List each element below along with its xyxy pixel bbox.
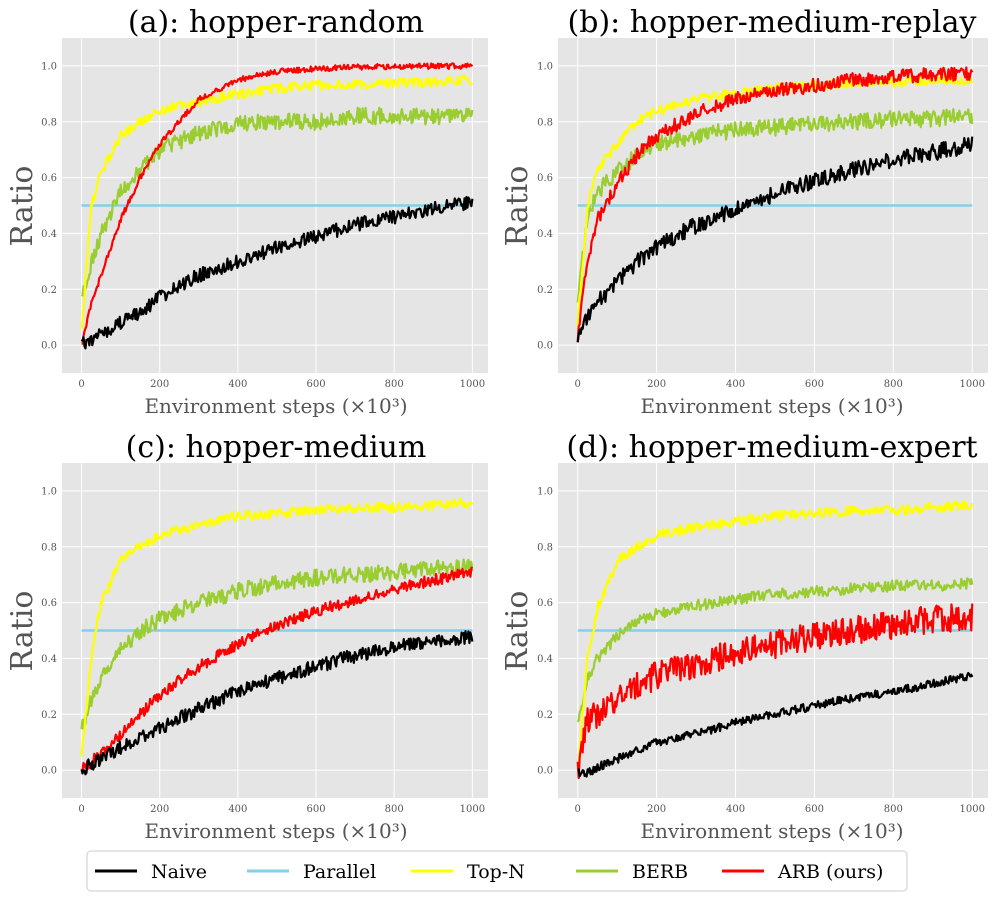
y-tick-label: 0.6 xyxy=(537,173,553,184)
plot-area: 0 200 400 600 800 1000 0.0 0.2 0.4 0.6 0.8 1.0 xyxy=(537,463,988,815)
x-tick-label: 600 xyxy=(306,804,325,815)
x-axis-label: Environment steps (×10³) xyxy=(144,819,407,843)
series-line-arb-ours xyxy=(576,66,974,342)
y-tick-label: 1.0 xyxy=(41,61,57,72)
series-line-top-n xyxy=(576,500,974,767)
y-tick-label: 0.0 xyxy=(41,341,57,352)
y-tick-label: 0.6 xyxy=(41,598,57,609)
y-tick-label: 0.8 xyxy=(537,117,553,128)
x-tick-label: 1000 xyxy=(959,379,984,390)
x-axis-label: Environment steps (×10³) xyxy=(640,394,903,418)
y-tick-label: 0.4 xyxy=(537,229,553,240)
y-tick-label: 1.0 xyxy=(537,61,553,72)
panel-hopper-medium-expert: 0 200 400 600 800 1000 0.0 0.2 0.4 0.6 0.8 1.0 (d):… xyxy=(500,430,988,843)
y-tick-label: 0.4 xyxy=(537,654,553,665)
x-tick-label: 800 xyxy=(884,804,903,815)
x-axis-label: Environment steps (×10³) xyxy=(640,819,903,843)
legend-label-top-n: Top-N xyxy=(467,861,525,883)
series-line-naive xyxy=(577,671,974,778)
plot-area: 0 200 400 600 800 1000 0.0 0.2 0.4 0.6 0.8 1.0 xyxy=(41,463,488,815)
panel-title: (a): hopper-random xyxy=(128,5,424,40)
y-axis-label: Ratio xyxy=(5,166,40,247)
x-tick-label: 400 xyxy=(228,804,247,815)
x-tick-label: 600 xyxy=(805,804,824,815)
y-tick-label: 0.4 xyxy=(41,654,57,665)
y-tick-label: 0.8 xyxy=(41,542,57,553)
y-tick-label: 0.4 xyxy=(41,229,57,240)
x-tick-label: 0 xyxy=(575,379,581,390)
x-axis-label: Environment steps (×10³) xyxy=(144,394,407,418)
x-tick-label: 800 xyxy=(884,379,903,390)
x-tick-label: 800 xyxy=(385,804,404,815)
y-tick-label: 0.6 xyxy=(41,173,57,184)
x-tick-label: 200 xyxy=(150,379,169,390)
legend-frame xyxy=(86,850,908,892)
y-tick-label: 1.0 xyxy=(537,486,553,497)
series-line-naive xyxy=(576,136,974,343)
x-tick-label: 600 xyxy=(306,379,325,390)
y-axis-label: Ratio xyxy=(500,591,535,672)
x-tick-label: 400 xyxy=(228,379,247,390)
x-tick-label: 200 xyxy=(647,379,666,390)
panel-title: (b): hopper-medium-replay xyxy=(568,5,977,40)
y-tick-label: 0.2 xyxy=(41,285,57,296)
legend: Naive Parallel Top-N BERB ARB (ours) xyxy=(86,850,908,892)
series-line-naive xyxy=(80,195,474,350)
panel-title: (c): hopper-medium xyxy=(126,430,427,465)
panel-hopper-random: 0 200 400 600 800 1000 0.0 0.2 0.4 0.6 0.8 1.0 (a):… xyxy=(5,5,488,418)
legend-label-parallel: Parallel xyxy=(303,861,376,883)
x-tick-label: 400 xyxy=(726,804,745,815)
y-tick-label: 0.8 xyxy=(537,542,553,553)
y-axis-label: Ratio xyxy=(500,166,535,247)
y-tick-label: 0.2 xyxy=(537,285,553,296)
x-tick-label: 0 xyxy=(575,804,581,815)
series-line-arb-ours xyxy=(81,566,474,772)
series-line-arb-ours xyxy=(81,62,474,345)
series-line-naive xyxy=(80,630,474,776)
panel-hopper-medium-replay: 0 200 400 600 800 1000 0.0 0.2 0.4 0.6 0.8 1.0 (b):… xyxy=(500,5,988,418)
series-line-berb xyxy=(80,558,474,730)
plot-area: 0 200 400 600 800 1000 0.0 0.2 0.4 0.6 0.8 1.0 xyxy=(41,38,488,390)
y-tick-label: 0.2 xyxy=(537,710,553,721)
y-axis-label: Ratio xyxy=(5,591,40,672)
y-tick-label: 0.2 xyxy=(41,710,57,721)
x-tick-label: 200 xyxy=(647,804,666,815)
x-tick-label: 0 xyxy=(78,804,84,815)
legend-label-arb: ARB (ours) xyxy=(777,861,883,883)
panel-title: (d): hopper-medium-expert xyxy=(566,430,977,465)
legend-label-berb: BERB xyxy=(632,861,688,883)
y-tick-label: 0.0 xyxy=(537,766,553,777)
x-tick-label: 1000 xyxy=(959,804,984,815)
y-tick-label: 0.8 xyxy=(41,117,57,128)
x-tick-label: 1000 xyxy=(460,379,485,390)
legend-label-naive: Naive xyxy=(151,861,207,883)
x-tick-label: 600 xyxy=(805,379,824,390)
x-tick-label: 200 xyxy=(150,804,169,815)
series-line-berb xyxy=(81,106,474,297)
x-tick-label: 400 xyxy=(726,379,745,390)
series-line-berb xyxy=(576,108,974,303)
plot-area: 0 200 400 600 800 1000 0.0 0.2 0.4 0.6 0.8 1.0 xyxy=(537,38,988,390)
series-line-berb xyxy=(576,577,974,723)
x-tick-label: 0 xyxy=(78,379,84,390)
panel-hopper-medium: 0 200 400 600 800 1000 0.0 0.2 0.4 0.6 0.8 1.0 (c):… xyxy=(5,430,488,843)
y-tick-label: 0.0 xyxy=(41,766,57,777)
series-line-top-n xyxy=(80,497,474,757)
y-tick-label: 0.6 xyxy=(537,598,553,609)
series-line-top-n xyxy=(80,74,473,330)
x-tick-label: 800 xyxy=(385,379,404,390)
y-tick-label: 0.0 xyxy=(537,341,553,352)
series-line-arb-ours xyxy=(576,603,974,780)
x-tick-label: 1000 xyxy=(460,804,485,815)
y-tick-label: 1.0 xyxy=(41,486,57,497)
